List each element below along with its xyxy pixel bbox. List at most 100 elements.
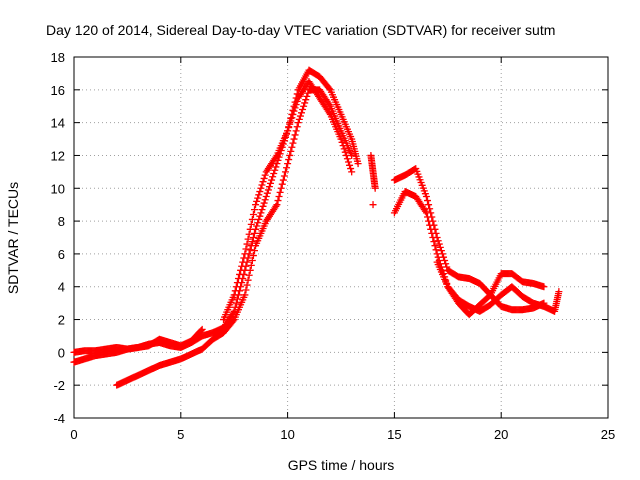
data-point bbox=[269, 173, 277, 181]
data-point bbox=[428, 229, 436, 237]
y-tick-label: 8 bbox=[58, 214, 65, 229]
data-point bbox=[261, 171, 269, 179]
series-track-2 bbox=[70, 325, 206, 356]
data-point bbox=[249, 234, 257, 241]
data-point bbox=[239, 258, 247, 266]
data-point bbox=[289, 106, 297, 114]
data-point bbox=[299, 106, 307, 114]
x-tick-label: 20 bbox=[494, 427, 508, 442]
data-point bbox=[291, 98, 299, 106]
data-points bbox=[70, 66, 563, 389]
data-point bbox=[232, 299, 240, 307]
data-point bbox=[256, 188, 264, 196]
data-point bbox=[290, 102, 298, 110]
data-point bbox=[242, 286, 250, 294]
series-track-4 bbox=[220, 66, 362, 324]
data-point bbox=[231, 287, 239, 295]
data-point bbox=[272, 163, 280, 171]
data-point bbox=[257, 184, 265, 192]
data-point bbox=[250, 206, 258, 214]
data-point bbox=[302, 96, 310, 104]
data-point bbox=[197, 327, 205, 335]
data-point bbox=[255, 191, 263, 199]
data-point bbox=[246, 266, 254, 274]
data-point bbox=[292, 127, 300, 135]
data-point bbox=[258, 206, 266, 214]
data-point bbox=[293, 123, 301, 131]
y-tick-label: -2 bbox=[53, 378, 65, 393]
data-point bbox=[230, 291, 238, 299]
data-point bbox=[248, 238, 256, 246]
data-point bbox=[238, 262, 246, 270]
x-tick-label: 15 bbox=[387, 427, 401, 442]
data-point bbox=[347, 165, 355, 173]
data-point bbox=[280, 172, 288, 180]
data-point bbox=[241, 291, 249, 299]
data-point bbox=[256, 212, 264, 220]
data-point bbox=[270, 170, 278, 178]
data-point bbox=[254, 219, 262, 227]
data-point bbox=[233, 295, 241, 303]
y-tick-label: 0 bbox=[58, 345, 65, 360]
x-axis-title: GPS time / hours bbox=[288, 457, 395, 473]
data-point bbox=[243, 240, 251, 248]
data-point bbox=[348, 151, 356, 159]
data-point bbox=[427, 225, 435, 233]
data-point bbox=[295, 115, 303, 123]
data-point bbox=[421, 207, 429, 215]
data-point bbox=[262, 192, 270, 200]
data-point bbox=[234, 275, 242, 283]
data-point bbox=[325, 101, 333, 109]
data-point bbox=[292, 94, 300, 102]
data-point bbox=[264, 186, 272, 194]
data-point bbox=[424, 213, 432, 221]
data-point bbox=[555, 288, 563, 296]
data-point bbox=[244, 235, 252, 243]
data-point bbox=[259, 202, 267, 210]
data-point bbox=[272, 153, 280, 161]
data-point bbox=[258, 181, 266, 189]
x-tick-label: 10 bbox=[280, 427, 294, 442]
data-point bbox=[338, 138, 346, 146]
data-point bbox=[433, 250, 441, 258]
data-point bbox=[279, 176, 287, 184]
data-point bbox=[284, 127, 292, 135]
data-point bbox=[371, 184, 379, 192]
chart-title: Day 120 of 2014, Sidereal Day-to-day VTE… bbox=[46, 22, 555, 38]
data-point bbox=[250, 229, 258, 237]
data-point bbox=[325, 109, 333, 117]
data-point bbox=[346, 161, 354, 169]
data-point bbox=[285, 123, 293, 131]
data-point bbox=[432, 246, 440, 254]
data-point bbox=[229, 317, 237, 325]
y-tick-label: 10 bbox=[51, 181, 65, 196]
data-point bbox=[254, 194, 262, 202]
data-point bbox=[540, 283, 548, 291]
data-point bbox=[426, 205, 434, 213]
data-point bbox=[278, 180, 286, 188]
data-point bbox=[272, 202, 280, 210]
data-point bbox=[284, 160, 292, 168]
data-point bbox=[431, 242, 439, 250]
data-point bbox=[246, 246, 254, 254]
data-point bbox=[247, 261, 255, 269]
data-point bbox=[260, 199, 268, 207]
data-point bbox=[283, 164, 291, 172]
data-point bbox=[430, 238, 438, 246]
data-point bbox=[232, 283, 240, 291]
data-point bbox=[229, 309, 237, 317]
data-point bbox=[248, 256, 256, 264]
data-point bbox=[291, 131, 299, 139]
data-point bbox=[285, 156, 293, 164]
data-point bbox=[259, 178, 267, 186]
data-point bbox=[341, 148, 349, 156]
data-point bbox=[271, 166, 279, 174]
data-point bbox=[426, 221, 434, 229]
series-track-1 bbox=[70, 78, 356, 366]
data-point bbox=[422, 209, 430, 217]
data-point bbox=[325, 85, 333, 93]
data-point bbox=[288, 143, 296, 151]
data-point bbox=[265, 183, 273, 191]
y-tick-label: 2 bbox=[58, 313, 65, 328]
